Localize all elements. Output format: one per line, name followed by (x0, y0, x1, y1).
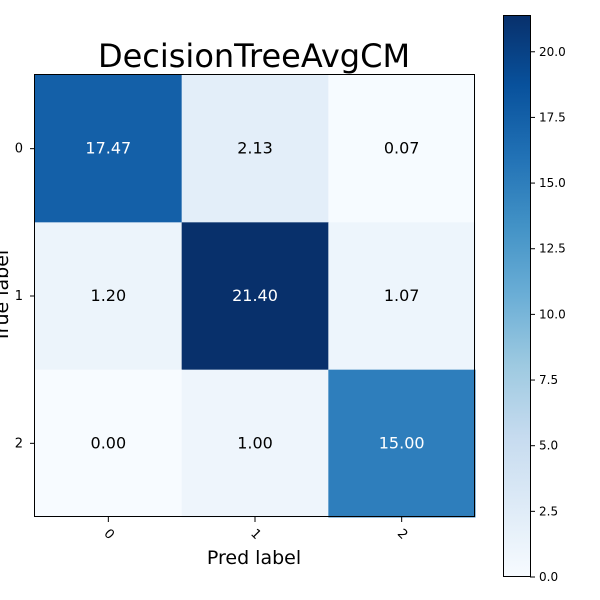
x-axis-label: Pred label (207, 547, 301, 569)
colorbar-tick-label: 10.0 (539, 307, 566, 321)
cell-value-label: 17.47 (85, 139, 131, 158)
y-axis-ticks: 0 1 2 (15, 142, 35, 451)
cell-value-label: 0.07 (384, 139, 420, 158)
heatmap-cells (35, 75, 476, 518)
colorbar-tick-label: 12.5 (539, 242, 566, 256)
cell-value-label: 21.40 (232, 286, 278, 305)
colorbar-tick-label: 17.5 (539, 110, 566, 124)
cell-value-label: 1.20 (91, 286, 127, 305)
colorbar-tick-label: 20.0 (539, 45, 566, 59)
heatmap-cell-labels: 17.47 2.13 0.07 1.20 21.40 1.07 0.00 1.00 15.00 (85, 139, 424, 453)
heatmap-cell-1-1 (181, 222, 329, 371)
colorbar (503, 15, 530, 577)
heatmap-cell-2-1 (181, 369, 329, 518)
x-tick-label: 2 (394, 526, 410, 542)
y-axis-label: True label (0, 250, 13, 343)
y-tick-label: 0 (15, 142, 23, 157)
x-axis-ticks: 0 1 2 (101, 517, 410, 543)
heatmap-cell-0-2 (328, 75, 476, 223)
cell-value-label: 1.00 (237, 433, 273, 452)
cell-value-label: 15.00 (379, 433, 425, 452)
colorbar-tick-label: 0.0 (539, 570, 558, 584)
colorbar-ticks: 0.0 2.5 5.0 7.5 10.0 12.5 15.0 17.5 20.0 (530, 45, 566, 584)
heatmap-cell-0-1 (181, 75, 329, 223)
heatmap-cell-0-0 (35, 75, 183, 223)
chart-title: DecisionTreeAvgCM (98, 37, 410, 75)
cell-value-label: 1.07 (384, 286, 420, 305)
colorbar-frame (503, 15, 531, 577)
heatmap-cell-1-0 (35, 222, 183, 371)
colorbar-tick-label: 5.0 (539, 439, 558, 453)
heatmap-cell-1-2 (328, 222, 476, 371)
heatmap-cell-2-2 (328, 369, 476, 518)
x-tick-label: 1 (247, 526, 263, 542)
cell-value-label: 2.13 (237, 139, 273, 158)
colorbar-tick-label: 7.5 (539, 373, 558, 387)
colorbar-tick-label: 15.0 (539, 176, 566, 190)
cell-value-label: 0.00 (91, 433, 127, 452)
heatmap-cell-2-0 (35, 369, 183, 518)
colorbar-tick-label: 2.5 (539, 504, 558, 518)
y-tick-label: 2 (15, 436, 23, 451)
y-tick-label: 1 (15, 289, 23, 304)
x-tick-label: 0 (101, 526, 117, 542)
